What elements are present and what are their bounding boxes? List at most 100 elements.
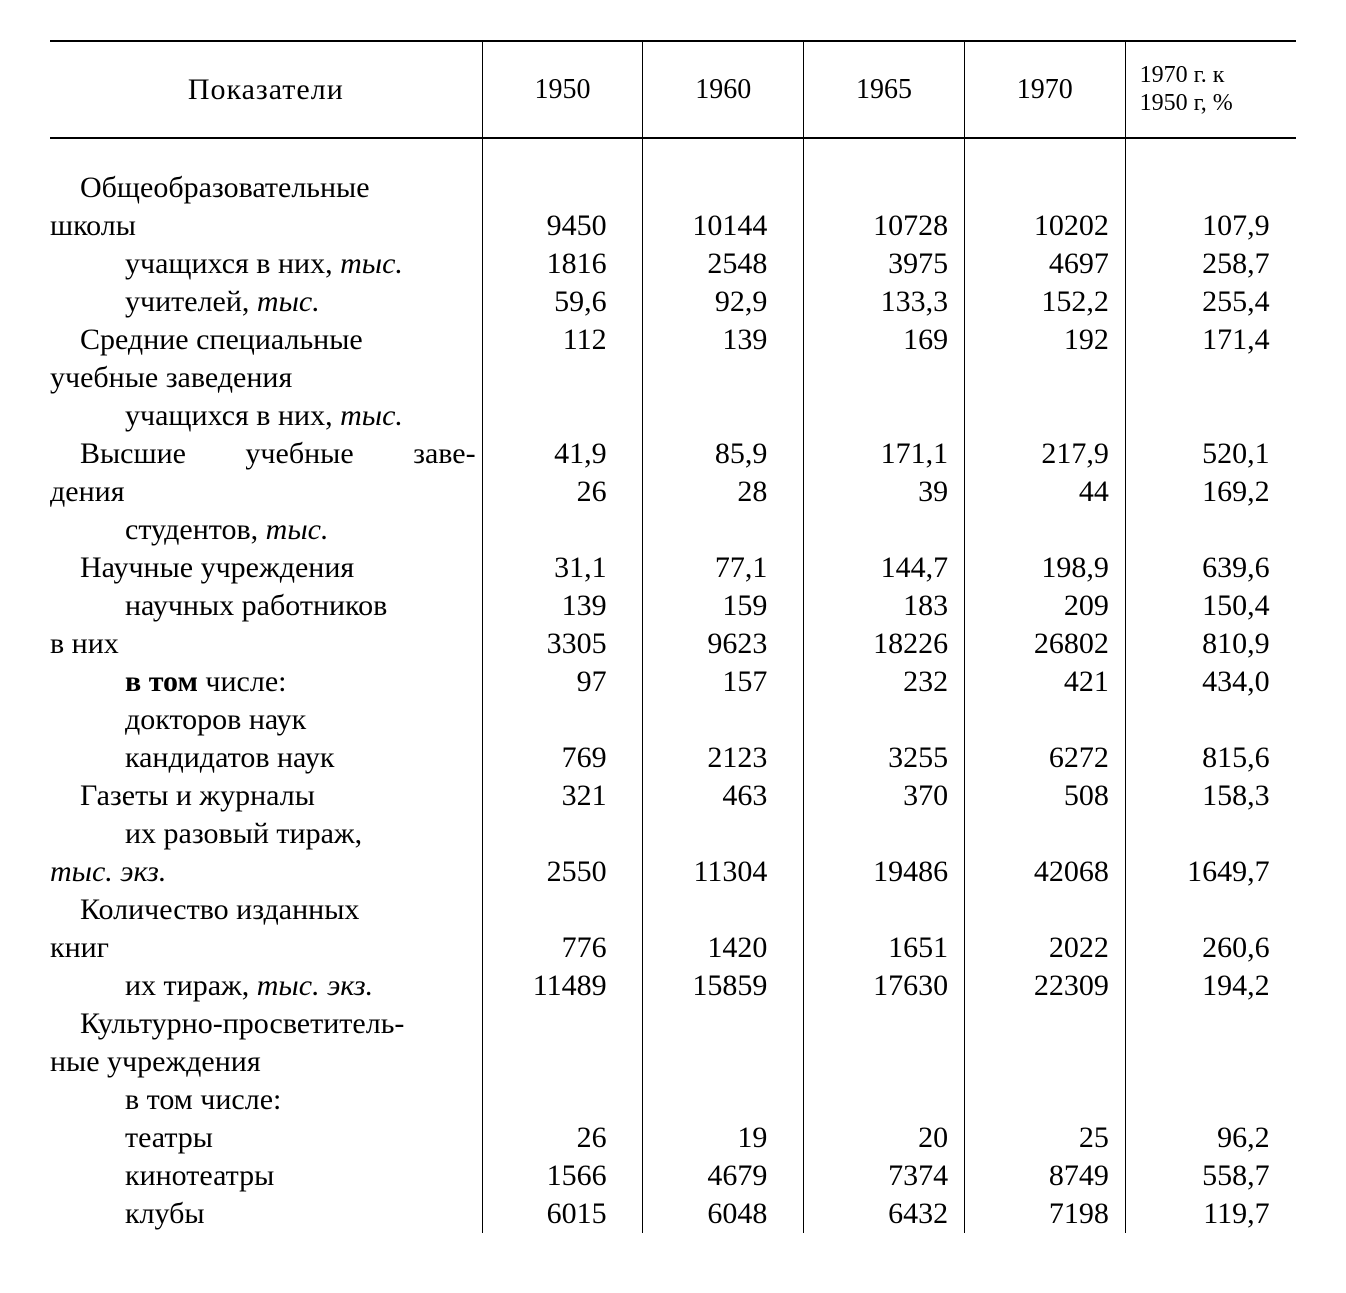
cell-value: [643, 701, 804, 739]
cell-value: 508: [964, 777, 1125, 815]
cell-value: 152,2: [964, 283, 1125, 321]
cell-value: [804, 1043, 965, 1081]
cell-value: 9450: [482, 207, 643, 245]
row-label: дения: [50, 473, 482, 511]
cell-value: 157: [643, 663, 804, 701]
cell-value: [643, 891, 804, 929]
cell-value: 10202: [964, 207, 1125, 245]
cell-value: [804, 815, 965, 853]
cell-value: [804, 359, 965, 397]
cell-value: 169,2: [1125, 473, 1296, 511]
cell-value: 139: [482, 587, 643, 625]
col-header-1960: 1960: [643, 41, 804, 138]
table-row: Количество изданных: [50, 891, 1296, 929]
table-row: в том числе:: [50, 1081, 1296, 1119]
cell-value: 59,6: [482, 283, 643, 321]
cell-value: 44: [964, 473, 1125, 511]
row-label: Научные учреждения: [50, 549, 482, 587]
cell-value: 39: [804, 473, 965, 511]
cell-value: 11489: [482, 967, 643, 1005]
cell-value: [643, 169, 804, 207]
cell-value: 42068: [964, 853, 1125, 891]
cell-value: 217,9: [964, 435, 1125, 473]
cell-value: [804, 397, 965, 435]
cell-value: [964, 1081, 1125, 1119]
cell-value: 159: [643, 587, 804, 625]
cell-value: 260,6: [1125, 929, 1296, 967]
cell-value: 1420: [643, 929, 804, 967]
cell-value: 321: [482, 777, 643, 815]
row-label: книг: [50, 929, 482, 967]
row-label: театры: [50, 1119, 482, 1157]
cell-value: 6272: [964, 739, 1125, 777]
cell-value: [964, 1043, 1125, 1081]
cell-value: 3305: [482, 625, 643, 663]
cell-value: 421: [964, 663, 1125, 701]
cell-value: 2123: [643, 739, 804, 777]
cell-value: 171,1: [804, 435, 965, 473]
col-header-1965: 1965: [804, 41, 965, 138]
table-row: учащихся в них, тыс.: [50, 397, 1296, 435]
cell-value: [804, 169, 965, 207]
col-header-pct-line1: 1970 г. к: [1140, 62, 1225, 88]
cell-value: 26: [482, 473, 643, 511]
cell-value: 25: [964, 1119, 1125, 1157]
row-label: учебные заведения: [50, 359, 482, 397]
cell-value: 192: [964, 321, 1125, 359]
cell-value: [1125, 359, 1296, 397]
table-row: их разовый тираж,: [50, 815, 1296, 853]
row-label: Культурно-просветитель-: [50, 1005, 482, 1043]
row-label: Высшие учебные заве-: [50, 435, 482, 473]
cell-value: 22309: [964, 967, 1125, 1005]
row-label: их тираж, тыс. экз.: [50, 967, 482, 1005]
cell-value: 20: [804, 1119, 965, 1157]
cell-value: 133,3: [804, 283, 965, 321]
cell-value: [804, 1005, 965, 1043]
table-header: Показатели 1950 1960 1965 1970 1970 г. к…: [50, 41, 1296, 138]
cell-value: 107,9: [1125, 207, 1296, 245]
col-header-1970: 1970: [964, 41, 1125, 138]
table-row: Культурно-просветитель-: [50, 1005, 1296, 1043]
cell-value: 258,7: [1125, 245, 1296, 283]
cell-value: 150,4: [1125, 587, 1296, 625]
cell-value: [643, 359, 804, 397]
cell-value: [1125, 701, 1296, 739]
cell-value: 9623: [643, 625, 804, 663]
cell-value: 139: [643, 321, 804, 359]
table-row: театры2619202596,2: [50, 1119, 1296, 1157]
statistics-table: Показатели 1950 1960 1965 1970 1970 г. к…: [50, 40, 1296, 1233]
cell-value: 255,4: [1125, 283, 1296, 321]
col-header-1950: 1950: [482, 41, 643, 138]
cell-value: 18226: [804, 625, 965, 663]
cell-value: 3255: [804, 739, 965, 777]
cell-value: [804, 891, 965, 929]
table-row: учителей, тыс.59,692,9133,3152,2255,4: [50, 283, 1296, 321]
row-label: научных работников: [50, 587, 482, 625]
cell-value: 26: [482, 1119, 643, 1157]
cell-value: [482, 359, 643, 397]
cell-value: 19: [643, 1119, 804, 1157]
cell-value: [643, 511, 804, 549]
row-label: Газеты и журналы: [50, 777, 482, 815]
cell-value: [804, 1081, 965, 1119]
cell-value: [804, 511, 965, 549]
cell-value: [482, 511, 643, 549]
cell-value: 7374: [804, 1157, 965, 1195]
cell-value: 2022: [964, 929, 1125, 967]
cell-value: 77,1: [643, 549, 804, 587]
cell-value: [1125, 815, 1296, 853]
cell-value: 815,6: [1125, 739, 1296, 777]
cell-value: [643, 397, 804, 435]
cell-value: 1816: [482, 245, 643, 283]
cell-value: [482, 1005, 643, 1043]
cell-value: 11304: [643, 853, 804, 891]
table-row: Научные учреждения31,177,1144,7198,9639,…: [50, 549, 1296, 587]
cell-value: [482, 169, 643, 207]
cell-value: 769: [482, 739, 643, 777]
cell-value: [804, 701, 965, 739]
cell-value: [482, 891, 643, 929]
cell-value: 558,7: [1125, 1157, 1296, 1195]
cell-value: 434,0: [1125, 663, 1296, 701]
cell-value: [964, 169, 1125, 207]
cell-value: 97: [482, 663, 643, 701]
